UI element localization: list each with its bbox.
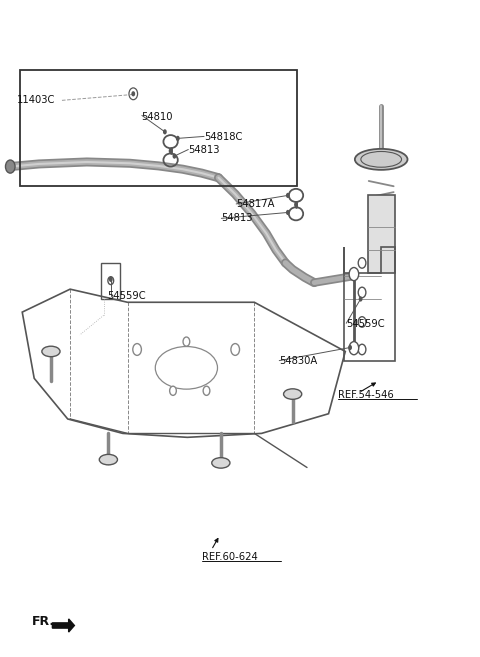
Ellipse shape (42, 346, 60, 357)
Circle shape (172, 154, 176, 159)
Circle shape (132, 91, 135, 97)
Bar (368, 195, 395, 273)
Circle shape (169, 386, 176, 396)
Text: FR.: FR. (32, 616, 55, 629)
Bar (101, 263, 120, 299)
Text: 54830A: 54830A (279, 356, 317, 367)
Text: 54813: 54813 (188, 145, 220, 155)
Text: 11403C: 11403C (16, 95, 55, 105)
Polygon shape (52, 619, 74, 632)
Circle shape (358, 344, 366, 355)
Ellipse shape (212, 458, 230, 468)
Text: 54813: 54813 (221, 214, 253, 223)
Text: REF.54-546: REF.54-546 (338, 390, 394, 400)
Circle shape (183, 337, 190, 346)
Circle shape (358, 287, 366, 298)
Circle shape (294, 202, 298, 207)
Circle shape (108, 277, 114, 284)
Circle shape (349, 342, 359, 355)
Ellipse shape (99, 455, 118, 465)
Text: REF.60-624: REF.60-624 (202, 552, 257, 562)
Circle shape (358, 258, 366, 268)
Circle shape (349, 267, 359, 281)
Ellipse shape (355, 149, 408, 170)
Circle shape (130, 89, 137, 99)
Text: 54559C: 54559C (346, 319, 385, 329)
Ellipse shape (284, 389, 302, 399)
Circle shape (133, 344, 142, 355)
Circle shape (348, 345, 352, 350)
Circle shape (286, 193, 290, 198)
Circle shape (359, 296, 362, 302)
Circle shape (286, 210, 290, 215)
Circle shape (231, 344, 240, 355)
Circle shape (358, 317, 366, 327)
Circle shape (203, 386, 210, 396)
Circle shape (5, 160, 15, 173)
Text: 54810: 54810 (142, 112, 173, 122)
Circle shape (129, 88, 138, 100)
Text: 54559C: 54559C (107, 291, 145, 302)
Circle shape (176, 136, 180, 141)
Circle shape (163, 129, 167, 135)
Text: 54818C: 54818C (204, 132, 242, 142)
Circle shape (109, 277, 113, 282)
Text: 54817A: 54817A (236, 199, 275, 209)
Bar (20, 70, 298, 185)
Circle shape (168, 148, 172, 154)
